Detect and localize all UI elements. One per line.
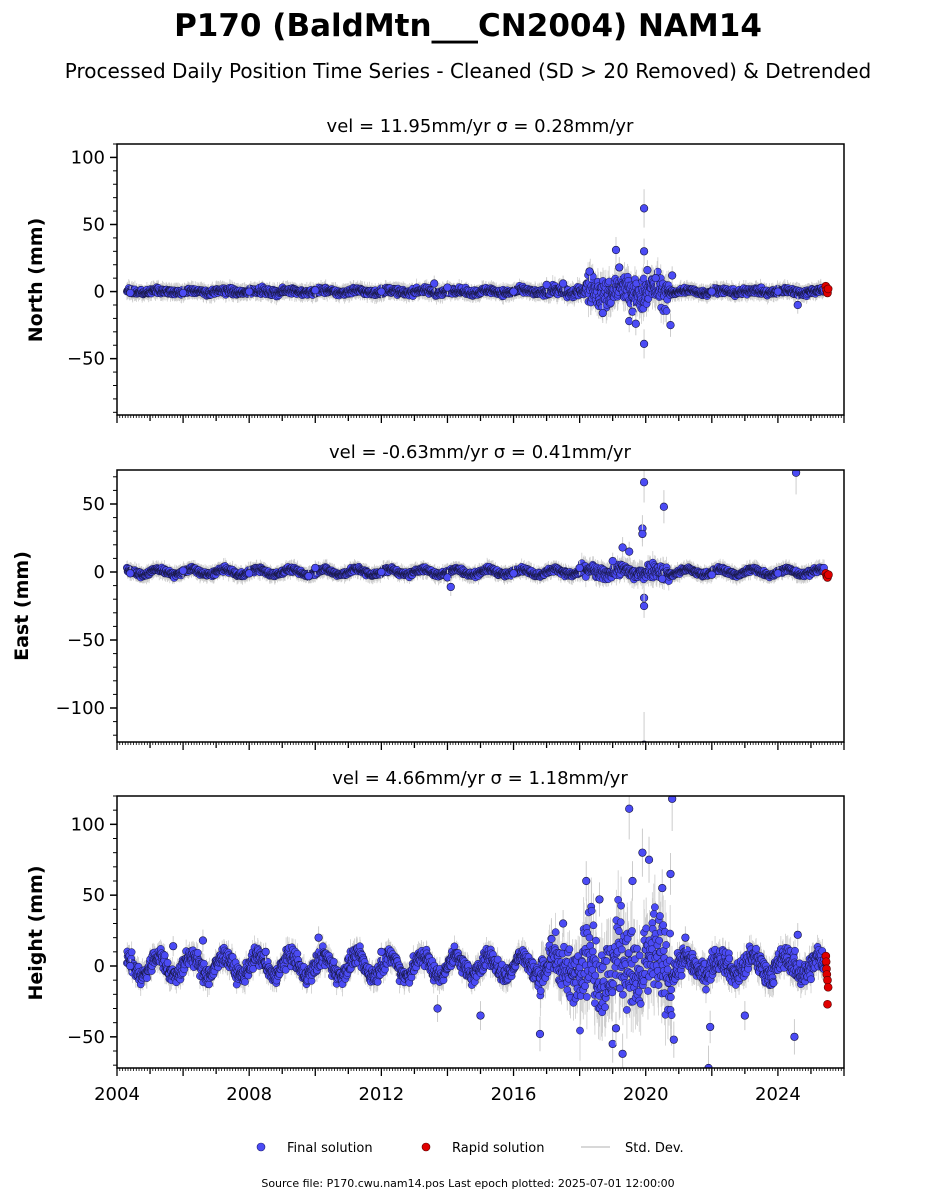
figure-subtitle: Processed Daily Position Time Series - C… (65, 59, 871, 83)
north-panel: vel = 11.95mm/yr σ = 0.28mm/yr North (mm… (25, 116, 845, 423)
north-y-tick-label: 100 (71, 147, 105, 168)
north-x-ticks (116, 415, 845, 423)
north-final-point (542, 280, 551, 289)
north-final-point (628, 307, 637, 316)
north-final-point (662, 307, 671, 315)
north-final-point (639, 339, 649, 348)
north-y-tick-label: 50 (82, 214, 105, 235)
north-y-tick-label: 0 (94, 282, 105, 303)
north-final-point (773, 287, 783, 296)
north-final-point (430, 279, 439, 288)
north-final-point (651, 274, 660, 283)
east-axis-label: East (mm) (11, 551, 33, 661)
north-rapid-point (823, 284, 833, 294)
north-rapid-series (821, 281, 833, 298)
north-final-series (126, 189, 802, 359)
east-plot-area (123, 470, 833, 742)
north-final-point (598, 308, 607, 318)
north-final-point (611, 245, 621, 255)
north-final-point (643, 266, 652, 275)
north-axis-label: North (mm) (25, 218, 47, 343)
north-plot-area (123, 189, 833, 359)
north-final-point (668, 271, 677, 280)
north-final-point (443, 283, 452, 292)
east-panel: vel = -0.63mm/yr σ = 0.41mm/yr East (mm)… (11, 442, 845, 750)
north-final-point (178, 288, 188, 298)
north-final-point (311, 286, 320, 295)
east-panel-title: vel = -0.63mm/yr σ = 0.41mm/yr (329, 442, 632, 463)
north-y-ticks: −50 0 50 100 (67, 143, 117, 413)
north-final-point (559, 279, 568, 288)
north-final-point (639, 247, 649, 256)
north-final-point (666, 321, 675, 330)
north-final-point (245, 287, 254, 296)
north-final-point (631, 319, 640, 328)
north-panel-title: vel = 11.95mm/yr σ = 0.28mm/yr (327, 116, 634, 137)
north-final-point (615, 263, 624, 272)
north-final-point (377, 287, 386, 296)
north-final-point (707, 287, 716, 296)
north-final-point (126, 288, 135, 298)
north-final-point (509, 287, 518, 296)
north-final-point (793, 300, 802, 310)
north-final-cloud (123, 267, 828, 315)
north-final-point (585, 267, 594, 276)
north-final-point (639, 204, 649, 213)
figure-title: P170 (BaldMtn___CN2004) NAM14 (174, 8, 762, 44)
north-y-tick-label: −50 (67, 349, 105, 370)
